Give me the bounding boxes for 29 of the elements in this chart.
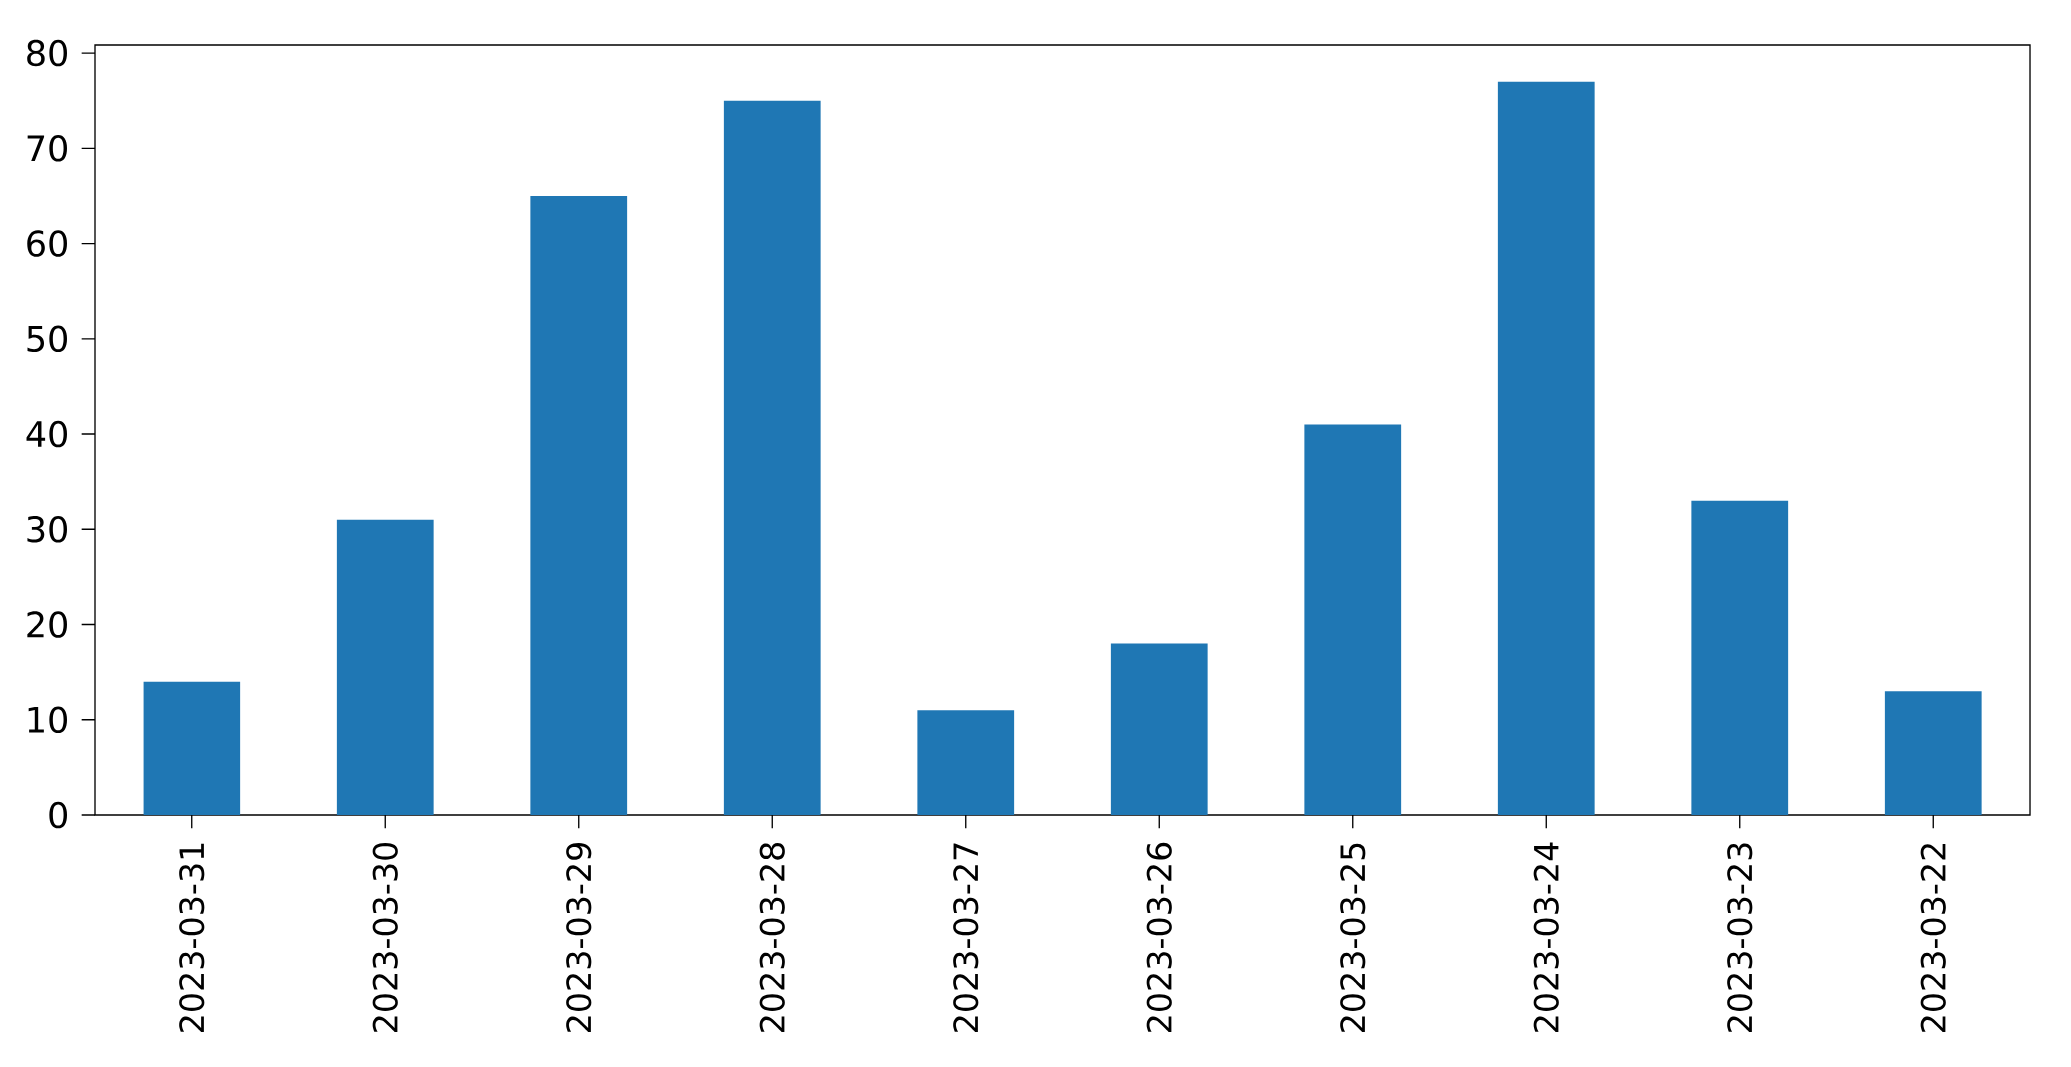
y-tick-label: 10 [28, 706, 68, 734]
bar [723, 100, 821, 815]
x-tick-label: 2023-03-28 [759, 843, 785, 1032]
y-tick-label: 0 [49, 801, 68, 829]
x-tick-label: 2023-03-27 [953, 843, 979, 1032]
y-tick-label: 20 [27, 611, 68, 638]
bar [530, 195, 628, 815]
y-tick-label: 70 [27, 135, 68, 162]
bar [1884, 691, 1982, 815]
y-tick-label: 40 [26, 420, 68, 448]
y-tick-label: 80 [27, 39, 68, 67]
x-tick-label: 2023-03-26 [1146, 842, 1172, 1032]
bar [336, 519, 434, 815]
bar [1691, 500, 1789, 815]
x-tick-label: 2023-03-24 [1533, 842, 1559, 1032]
x-tick-label: 2023-03-29 [566, 843, 592, 1032]
y-tick-label: 50 [27, 325, 68, 353]
bar [917, 710, 1015, 815]
y-tick-label: 60 [27, 230, 68, 257]
bar [1304, 424, 1402, 815]
x-tick-label: 2023-03-30 [372, 842, 398, 1032]
x-tick-label: 2023-03-25 [1340, 843, 1366, 1032]
y-tick-label: 30 [27, 516, 68, 543]
x-tick-label: 2023-03-31 [179, 843, 205, 1032]
x-tick-label: 2023-03-23 [1727, 843, 1753, 1032]
bar [143, 681, 241, 815]
bar [1110, 643, 1208, 815]
x-tick-label: 2023-03-22 [1920, 844, 1946, 1032]
bar [1497, 81, 1595, 815]
